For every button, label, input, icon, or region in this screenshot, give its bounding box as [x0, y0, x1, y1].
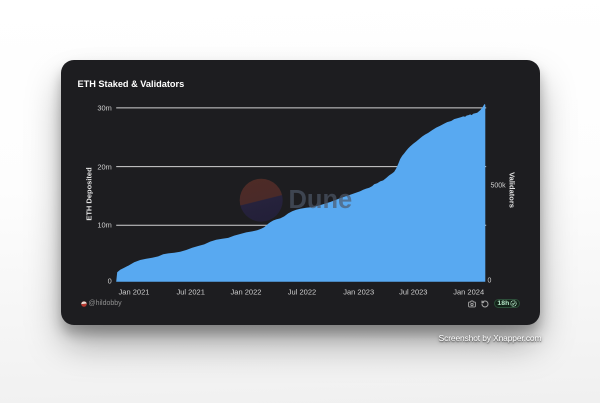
svg-text:Dune: Dune	[288, 186, 352, 214]
